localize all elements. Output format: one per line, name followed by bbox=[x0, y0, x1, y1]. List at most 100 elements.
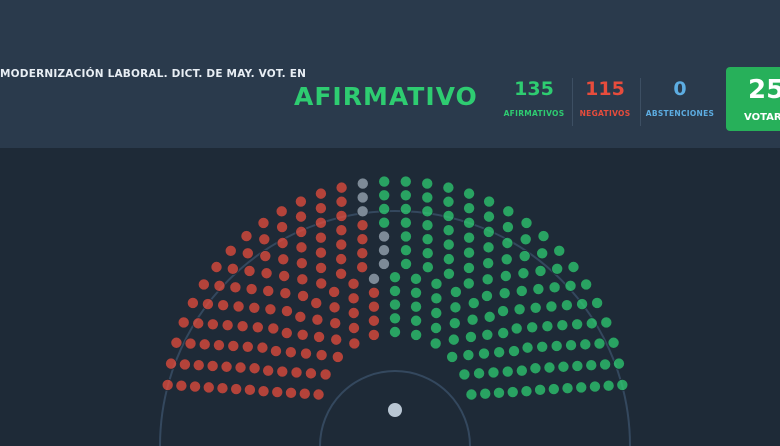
seat bbox=[479, 387, 492, 400]
seat bbox=[262, 284, 275, 297]
seat bbox=[536, 340, 549, 353]
seat bbox=[616, 378, 629, 391]
count-label: AFIRMATIVOS bbox=[503, 109, 565, 118]
hemicycle bbox=[159, 175, 631, 446]
seat bbox=[600, 316, 613, 329]
seat bbox=[290, 366, 303, 379]
seat bbox=[335, 209, 348, 222]
seat bbox=[356, 233, 369, 246]
seat bbox=[310, 297, 323, 310]
seat bbox=[463, 246, 476, 259]
seat bbox=[442, 267, 455, 280]
seat bbox=[241, 340, 254, 353]
seat bbox=[410, 328, 423, 341]
seat bbox=[421, 191, 434, 204]
seat bbox=[356, 177, 369, 190]
seat bbox=[526, 321, 539, 334]
seat bbox=[508, 345, 521, 358]
seat bbox=[224, 244, 237, 257]
count-box: 0 ABSTENCIONES bbox=[643, 78, 717, 118]
seat bbox=[356, 191, 369, 204]
seat bbox=[575, 381, 588, 394]
seat bbox=[463, 231, 476, 244]
seat bbox=[421, 177, 434, 190]
count-value: 0 bbox=[673, 78, 687, 100]
seat bbox=[367, 314, 380, 327]
seat bbox=[560, 299, 573, 312]
seat bbox=[259, 250, 272, 263]
seat bbox=[463, 216, 476, 229]
seat bbox=[463, 202, 476, 215]
seat bbox=[314, 202, 327, 215]
seat bbox=[517, 267, 530, 280]
seat bbox=[548, 281, 561, 294]
seat bbox=[409, 272, 422, 285]
seat bbox=[430, 321, 443, 334]
seat bbox=[202, 381, 215, 394]
seat bbox=[226, 262, 239, 275]
seat bbox=[410, 300, 423, 313]
seat bbox=[571, 318, 584, 331]
count-box: 115 NEGATIVOS bbox=[568, 78, 642, 118]
seat bbox=[466, 313, 479, 326]
seat bbox=[217, 299, 230, 312]
seat bbox=[482, 257, 495, 270]
seat bbox=[284, 346, 297, 359]
seat bbox=[399, 230, 412, 243]
seat bbox=[585, 317, 598, 330]
seat bbox=[561, 382, 574, 395]
seat bbox=[221, 319, 234, 332]
seat bbox=[499, 270, 512, 283]
seat bbox=[520, 216, 533, 229]
seat bbox=[378, 202, 391, 215]
seat bbox=[515, 364, 528, 377]
seat bbox=[448, 317, 461, 330]
seat bbox=[232, 300, 245, 313]
seat bbox=[399, 216, 412, 229]
seat bbox=[260, 267, 273, 280]
seat bbox=[240, 230, 253, 243]
seat bbox=[399, 175, 412, 188]
seat bbox=[184, 337, 197, 350]
seat bbox=[464, 330, 477, 343]
seat bbox=[368, 272, 381, 285]
seat bbox=[399, 189, 412, 202]
seat bbox=[314, 187, 327, 200]
seat bbox=[378, 175, 391, 188]
seat bbox=[378, 230, 391, 243]
seat bbox=[296, 273, 309, 286]
seat bbox=[550, 339, 563, 352]
seat bbox=[315, 277, 328, 290]
seat bbox=[335, 181, 348, 194]
seat bbox=[462, 261, 475, 274]
count-value: 115 bbox=[585, 78, 625, 100]
seat bbox=[463, 187, 476, 200]
total-value: 25 bbox=[748, 75, 780, 105]
total-box: 25 VOTAR bbox=[726, 67, 780, 131]
seat bbox=[296, 328, 309, 341]
seat bbox=[465, 388, 478, 401]
seat bbox=[275, 205, 288, 218]
header-bar: MODERNIZACIÓN LABORAL. DICT. DE MAY. VOT… bbox=[0, 0, 780, 148]
seat bbox=[543, 361, 556, 374]
seat bbox=[285, 386, 298, 399]
seat bbox=[519, 233, 532, 246]
seat bbox=[189, 380, 202, 393]
seat bbox=[356, 219, 369, 232]
seat bbox=[234, 361, 247, 374]
motion-title: MODERNIZACIÓN LABORAL. DICT. DE MAY. VOT… bbox=[0, 68, 307, 80]
seat bbox=[276, 237, 289, 250]
seat bbox=[262, 364, 275, 377]
seat bbox=[186, 296, 199, 309]
seat bbox=[335, 253, 348, 266]
seat bbox=[367, 328, 380, 341]
separator bbox=[640, 78, 641, 126]
seat bbox=[347, 277, 360, 290]
seat bbox=[430, 307, 443, 320]
seat bbox=[521, 341, 534, 354]
seat bbox=[170, 336, 183, 349]
seat bbox=[330, 333, 343, 346]
seat bbox=[602, 379, 615, 392]
seat bbox=[295, 241, 308, 254]
seat bbox=[446, 350, 459, 363]
